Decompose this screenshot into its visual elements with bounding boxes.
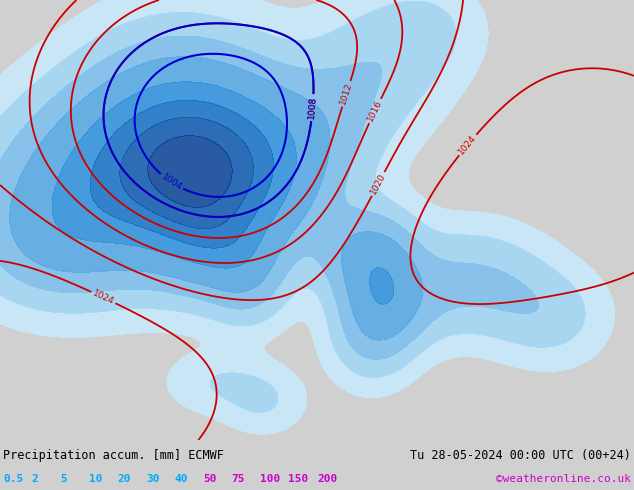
Text: 150: 150 bbox=[288, 474, 309, 484]
Text: 200: 200 bbox=[317, 474, 337, 484]
Text: 2: 2 bbox=[32, 474, 39, 484]
Text: 100: 100 bbox=[260, 474, 280, 484]
Text: 1016: 1016 bbox=[366, 98, 384, 123]
Text: 75: 75 bbox=[231, 474, 245, 484]
Text: 50: 50 bbox=[203, 474, 216, 484]
Text: 1020: 1020 bbox=[369, 172, 387, 196]
Text: 20: 20 bbox=[117, 474, 131, 484]
Text: 1024: 1024 bbox=[91, 289, 115, 306]
Text: 1004: 1004 bbox=[159, 172, 183, 192]
Text: 1008: 1008 bbox=[307, 96, 318, 120]
Text: 0.5: 0.5 bbox=[3, 474, 23, 484]
Text: ©weatheronline.co.uk: ©weatheronline.co.uk bbox=[496, 474, 631, 484]
Text: 40: 40 bbox=[174, 474, 188, 484]
Text: 5: 5 bbox=[60, 474, 67, 484]
Text: Tu 28-05-2024 00:00 UTC (00+24): Tu 28-05-2024 00:00 UTC (00+24) bbox=[410, 449, 631, 462]
Text: 1008: 1008 bbox=[307, 96, 318, 120]
Text: Precipitation accum. [mm] ECMWF: Precipitation accum. [mm] ECMWF bbox=[3, 449, 224, 462]
Text: 30: 30 bbox=[146, 474, 159, 484]
Text: 10: 10 bbox=[89, 474, 102, 484]
Text: 1012: 1012 bbox=[339, 81, 354, 106]
Text: 1024: 1024 bbox=[457, 133, 479, 156]
